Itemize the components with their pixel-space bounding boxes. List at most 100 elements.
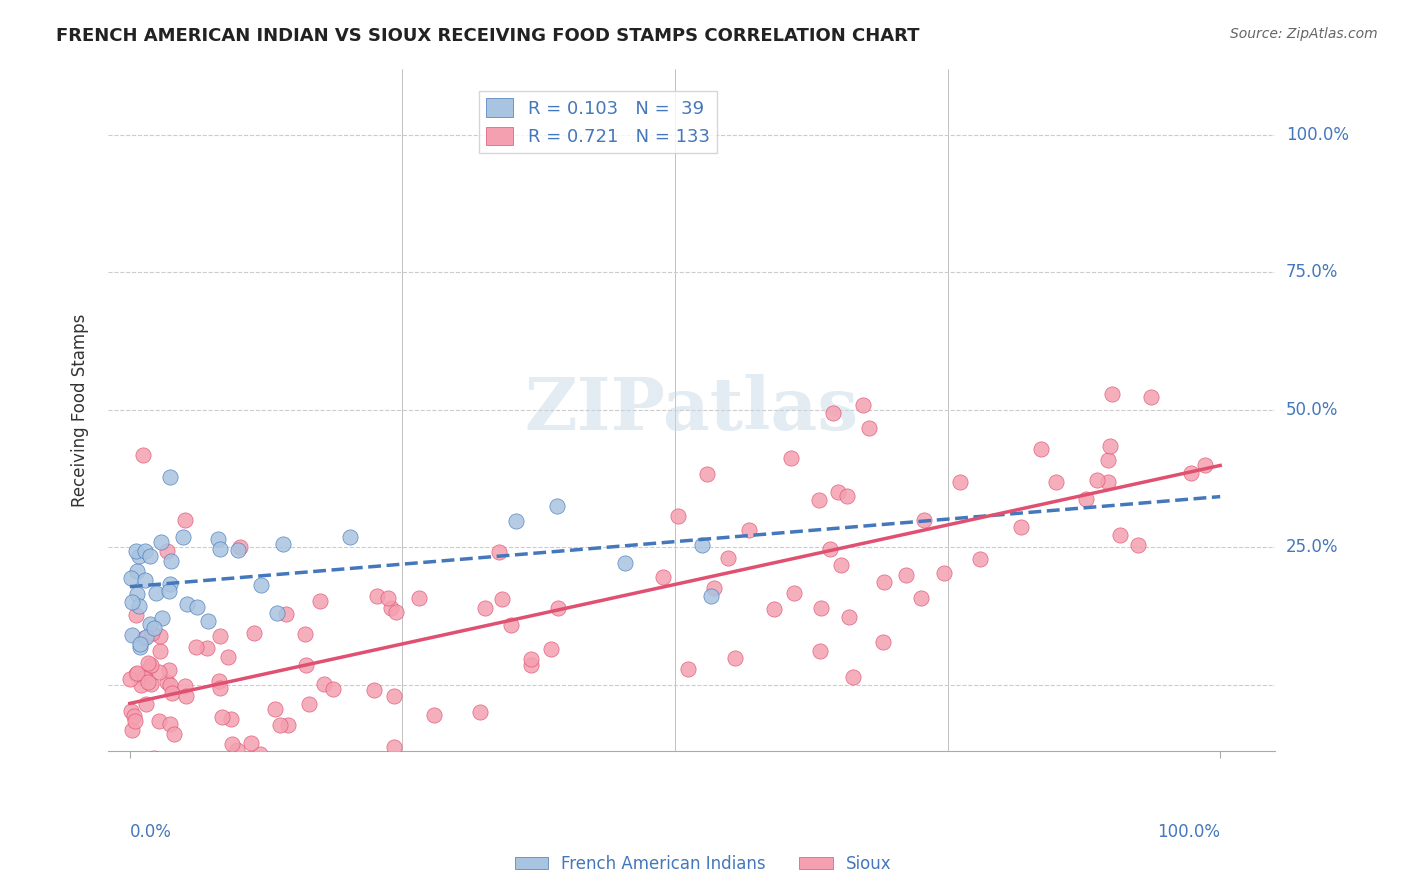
Sioux	[277, 718, 299, 732]
Sioux	[160, 686, 183, 700]
Sioux	[912, 513, 935, 527]
French American Indians	[135, 630, 157, 644]
Sioux	[932, 566, 955, 581]
Sioux	[1126, 538, 1149, 552]
Sioux	[520, 658, 543, 673]
French American Indians	[208, 542, 231, 557]
Sioux	[159, 761, 181, 775]
Sioux	[149, 644, 172, 658]
Text: 75.0%: 75.0%	[1286, 263, 1339, 281]
French American Indians	[700, 589, 723, 603]
Sioux	[380, 601, 402, 615]
Sioux	[121, 723, 143, 737]
Sioux	[173, 679, 195, 693]
Sioux	[488, 545, 510, 559]
Legend: R = 0.103   N =  39, R = 0.721   N = 133: R = 0.103 N = 39, R = 0.721 N = 133	[479, 91, 717, 153]
Text: 100.0%: 100.0%	[1286, 126, 1348, 144]
Sioux	[132, 631, 155, 645]
Sioux	[519, 651, 541, 665]
French American Indians	[159, 470, 181, 484]
French American Indians	[129, 640, 152, 654]
Sioux	[399, 761, 422, 775]
Y-axis label: Receiving Food Stamps: Receiving Food Stamps	[72, 313, 89, 507]
Text: FRENCH AMERICAN INDIAN VS SIOUX RECEIVING FOOD STAMPS CORRELATION CHART: FRENCH AMERICAN INDIAN VS SIOUX RECEIVIN…	[56, 27, 920, 45]
Sioux	[703, 581, 725, 595]
French American Indians	[250, 578, 273, 592]
Sioux	[1097, 453, 1119, 467]
Sioux	[138, 757, 160, 772]
Sioux	[174, 513, 197, 527]
French American Indians	[160, 554, 183, 568]
Sioux	[195, 641, 218, 656]
French American Indians	[271, 537, 294, 551]
Sioux	[157, 663, 180, 677]
Sioux	[120, 672, 142, 686]
French American Indians	[121, 627, 143, 641]
Legend: French American Indians, Sioux: French American Indians, Sioux	[508, 848, 898, 880]
Sioux	[408, 591, 430, 605]
Sioux	[294, 627, 316, 641]
Sioux	[1097, 475, 1119, 489]
Sioux	[298, 697, 321, 711]
Sioux	[852, 397, 875, 411]
Sioux	[159, 717, 181, 731]
Sioux	[385, 605, 408, 619]
Sioux	[422, 707, 444, 722]
Sioux	[159, 678, 181, 692]
Sioux	[1180, 466, 1202, 480]
Sioux	[1194, 458, 1216, 473]
Sioux	[240, 736, 263, 750]
Text: Source: ZipAtlas.com: Source: ZipAtlas.com	[1230, 27, 1378, 41]
Sioux	[124, 714, 146, 729]
Sioux	[125, 608, 148, 623]
Sioux	[149, 629, 172, 643]
Sioux	[696, 467, 718, 481]
Sioux	[138, 761, 160, 775]
Sioux	[468, 706, 491, 720]
Text: 0.0%: 0.0%	[129, 823, 172, 841]
Sioux	[827, 485, 849, 500]
Sioux	[139, 659, 162, 673]
French American Indians	[121, 595, 143, 609]
French American Indians	[339, 530, 361, 544]
Sioux	[1010, 520, 1032, 534]
French American Indians	[138, 549, 160, 563]
Sioux	[221, 737, 243, 751]
Text: 50.0%: 50.0%	[1286, 401, 1339, 419]
Text: 100.0%: 100.0%	[1157, 823, 1220, 841]
Sioux	[242, 626, 264, 640]
Sioux	[474, 601, 496, 615]
Sioux	[1098, 439, 1121, 453]
Sioux	[295, 658, 318, 673]
Text: 25.0%: 25.0%	[1286, 539, 1339, 557]
Sioux	[226, 743, 249, 757]
Sioux	[858, 421, 880, 435]
Sioux	[231, 761, 253, 775]
Sioux	[808, 643, 831, 657]
French American Indians	[145, 585, 167, 599]
Sioux	[366, 589, 388, 603]
French American Indians	[207, 533, 229, 547]
Sioux	[835, 489, 858, 503]
Sioux	[174, 689, 197, 703]
French American Indians	[157, 583, 180, 598]
Sioux	[1045, 475, 1067, 489]
French American Indians	[186, 599, 208, 614]
French American Indians	[120, 570, 142, 584]
Sioux	[780, 450, 803, 465]
French American Indians	[150, 611, 173, 625]
Sioux	[872, 635, 894, 649]
Sioux	[676, 662, 699, 676]
French American Indians	[125, 544, 148, 558]
Sioux	[148, 714, 170, 728]
Sioux	[1140, 390, 1163, 404]
French American Indians	[176, 597, 198, 611]
Sioux	[873, 575, 896, 590]
French American Indians	[150, 535, 173, 549]
French American Indians	[128, 599, 150, 614]
Sioux	[139, 677, 162, 691]
French American Indians	[505, 514, 527, 528]
French American Indians	[690, 538, 713, 552]
Sioux	[783, 586, 806, 600]
French American Indians	[173, 530, 195, 544]
